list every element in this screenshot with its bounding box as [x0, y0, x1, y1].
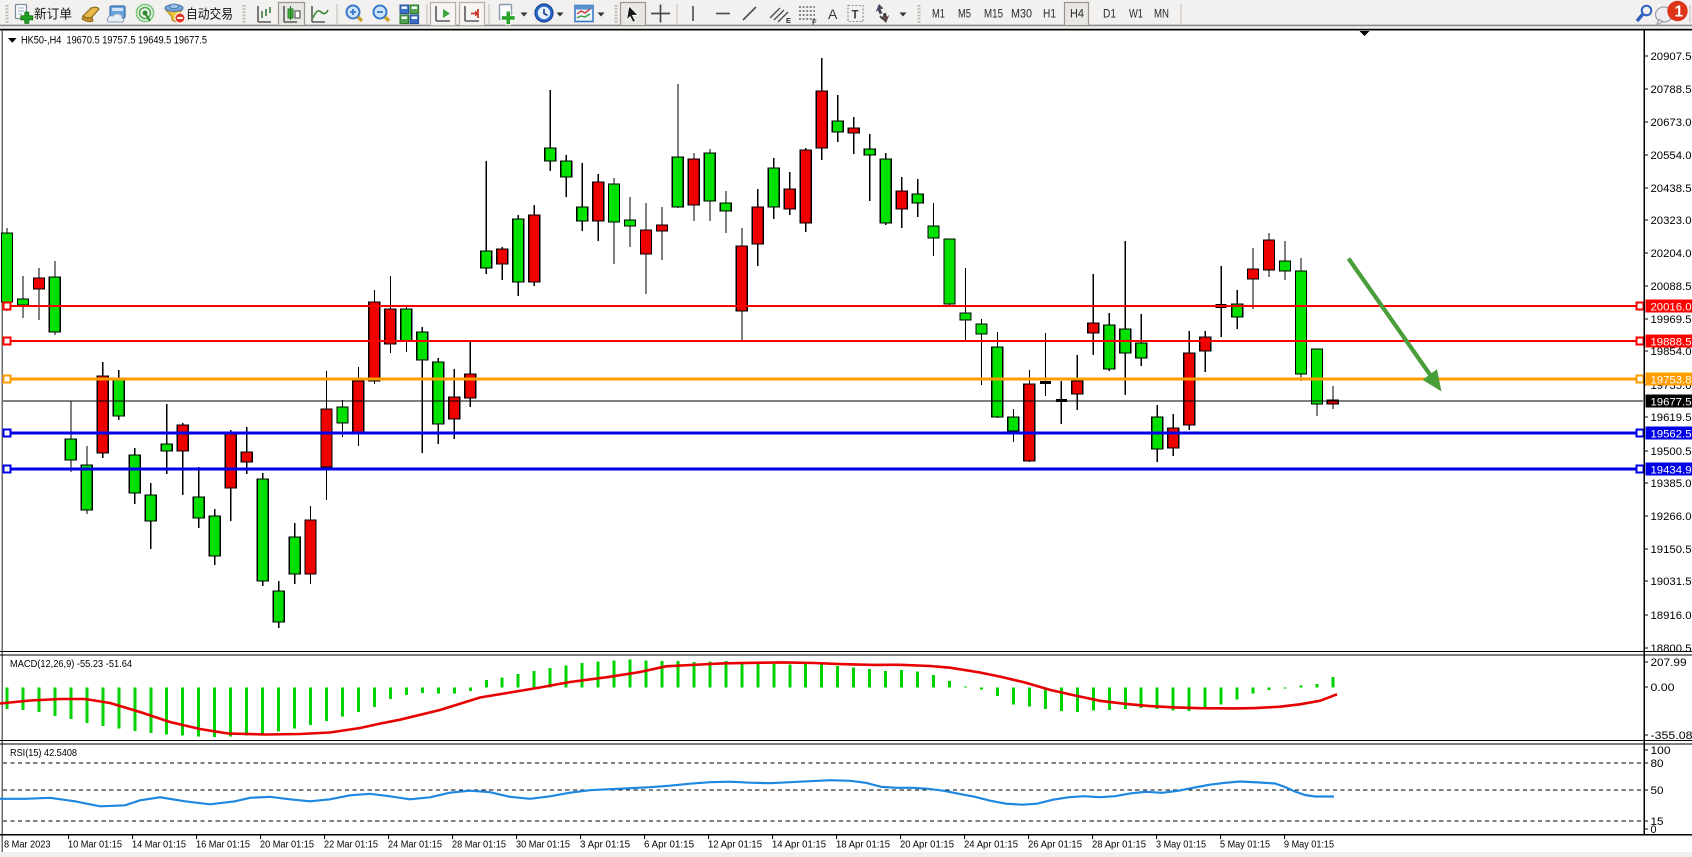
svg-text:19150.5: 19150.5 [1651, 544, 1692, 556]
svg-text:自动交易: 自动交易 [186, 7, 233, 22]
svg-text:18800.5: 18800.5 [1651, 643, 1692, 655]
svg-text:18916.0: 18916.0 [1651, 610, 1692, 622]
svg-text:20088.5: 20088.5 [1651, 281, 1692, 293]
svg-text:10 Mar 01:15: 10 Mar 01:15 [68, 840, 122, 851]
svg-text:M15: M15 [984, 9, 1003, 21]
svg-text:F: F [812, 18, 817, 27]
svg-text:0.00: 0.00 [1651, 682, 1675, 694]
svg-text:12 Apr 01:15: 12 Apr 01:15 [708, 840, 762, 851]
svg-text:W1: W1 [1129, 9, 1143, 21]
svg-text:19677.5: 19677.5 [1651, 397, 1692, 409]
svg-text:20 Apr 01:15: 20 Apr 01:15 [900, 840, 954, 851]
svg-text:19500.5: 19500.5 [1651, 446, 1692, 458]
svg-text:26 Apr 01:15: 26 Apr 01:15 [1028, 840, 1082, 851]
svg-text:20438.5: 20438.5 [1651, 183, 1692, 195]
svg-text:5 May 01:15: 5 May 01:15 [1220, 840, 1270, 851]
svg-text:24 Apr 01:15: 24 Apr 01:15 [964, 840, 1018, 851]
svg-text:0: 0 [1651, 824, 1657, 836]
svg-text:207.99: 207.99 [1651, 657, 1687, 669]
svg-text:16 Mar 01:15: 16 Mar 01:15 [196, 840, 250, 851]
svg-text:3 Apr 01:15: 3 Apr 01:15 [580, 840, 630, 851]
svg-text:18 Apr 01:15: 18 Apr 01:15 [836, 840, 890, 851]
svg-text:M5: M5 [958, 9, 971, 21]
svg-text:19031.5: 19031.5 [1651, 576, 1692, 588]
svg-text:H1: H1 [1043, 9, 1056, 21]
svg-text:14 Apr 01:15: 14 Apr 01:15 [772, 840, 826, 851]
svg-text:MACD(12,26,9) -55.23 -51.64: MACD(12,26,9) -55.23 -51.64 [10, 659, 132, 670]
svg-text:20673.0: 20673.0 [1651, 117, 1692, 129]
svg-text:28 Apr 01:15: 28 Apr 01:15 [1092, 840, 1146, 851]
svg-text:50: 50 [1651, 785, 1664, 797]
svg-text:A: A [828, 6, 838, 22]
svg-text:19266.0: 19266.0 [1651, 511, 1692, 523]
svg-text:D1: D1 [1103, 9, 1116, 21]
svg-text:19854.0: 19854.0 [1651, 346, 1692, 358]
svg-text:19385.0: 19385.0 [1651, 478, 1692, 490]
svg-text:M30: M30 [1011, 9, 1032, 21]
svg-text:9 May 01:15: 9 May 01:15 [1284, 840, 1334, 851]
svg-text:80: 80 [1651, 758, 1664, 770]
svg-text:6 Apr 01:15: 6 Apr 01:15 [644, 840, 694, 851]
svg-text:15: 15 [1651, 816, 1664, 828]
svg-text:19434.9: 19434.9 [1651, 465, 1692, 477]
svg-text:28 Mar 01:15: 28 Mar 01:15 [452, 840, 506, 851]
svg-text:MN: MN [1154, 9, 1169, 21]
svg-text:20016.0: 20016.0 [1651, 302, 1692, 314]
svg-text:8 Mar 2023: 8 Mar 2023 [4, 840, 51, 851]
svg-text:22 Mar 01:15: 22 Mar 01:15 [324, 840, 378, 851]
svg-text:20554.0: 20554.0 [1651, 150, 1692, 162]
svg-text:-355.08: -355.08 [1651, 730, 1692, 742]
svg-text:H4: H4 [1070, 9, 1085, 21]
svg-text:1: 1 [1675, 4, 1684, 21]
svg-text:HK50-,H4 19670.5 19757.5 1964: HK50-,H4 19670.5 19757.5 19649.5 19677.5 [21, 35, 207, 47]
svg-text:19969.5: 19969.5 [1651, 314, 1692, 326]
svg-text:30 Mar 01:15: 30 Mar 01:15 [516, 840, 570, 851]
svg-text:20 Mar 01:15: 20 Mar 01:15 [260, 840, 314, 851]
svg-text:19619.5: 19619.5 [1651, 412, 1692, 424]
svg-text:19562.5: 19562.5 [1651, 429, 1692, 441]
svg-text:14 Mar 01:15: 14 Mar 01:15 [132, 840, 186, 851]
svg-text:20323.0: 20323.0 [1651, 215, 1692, 227]
svg-text:24 Mar 01:15: 24 Mar 01:15 [388, 840, 442, 851]
svg-text:19888.5: 19888.5 [1651, 337, 1692, 349]
svg-text:T: T [852, 10, 859, 22]
svg-text:20204.0: 20204.0 [1651, 248, 1692, 260]
svg-text:E: E [786, 16, 791, 25]
svg-text:20788.5: 20788.5 [1651, 84, 1692, 96]
svg-text:新订单: 新订单 [34, 7, 72, 22]
svg-text:20907.5: 20907.5 [1651, 51, 1692, 63]
svg-text:19753.8: 19753.8 [1651, 375, 1692, 387]
svg-text:3 May 01:15: 3 May 01:15 [1156, 840, 1206, 851]
svg-text:M1: M1 [932, 9, 945, 21]
svg-text:RSI(15) 42.5408: RSI(15) 42.5408 [10, 748, 77, 759]
svg-text:100: 100 [1651, 745, 1671, 757]
